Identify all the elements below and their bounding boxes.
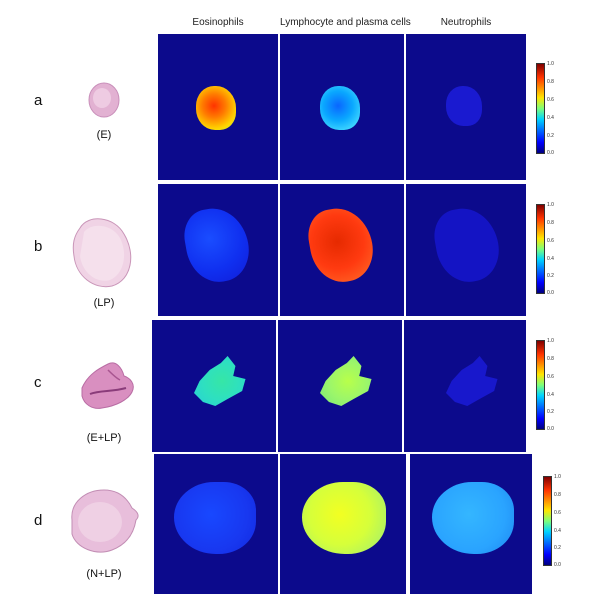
heatmap-b-lymphocyte-plasma	[280, 184, 404, 316]
tissue-blob	[320, 356, 372, 406]
heatmap-b-neutrophils	[406, 184, 526, 316]
tissue-thumbnail-b	[72, 218, 132, 288]
tissue-blob	[446, 356, 498, 406]
heatmap-a-neutrophils	[406, 34, 526, 180]
tissue-blob	[446, 86, 482, 126]
column-header-neutrophils: Neutrophils	[440, 17, 492, 28]
row-condition-a: (E)	[96, 129, 112, 141]
row-letter-c: c	[34, 374, 42, 391]
heatmap-b-eosinophils	[158, 184, 278, 316]
tissue-blob	[430, 203, 504, 287]
colorbar-tick: 0.2	[547, 273, 554, 279]
colorbar-tick: 0.0	[547, 426, 554, 432]
colorbar-tick: 0.6	[547, 97, 554, 103]
colorbar-tick: 1.0	[547, 61, 554, 67]
row-condition-c: (E+LP)	[86, 432, 122, 444]
colorbar-tick: 0.2	[547, 133, 554, 139]
tissue-blob	[196, 86, 236, 130]
colorbar-tick: 0.4	[547, 115, 554, 121]
tissue-thumbnail-a	[88, 82, 120, 118]
row-condition-b: (LP)	[93, 297, 115, 309]
colorbar-tick: 0.6	[554, 510, 561, 516]
tissue-thumbnail-c	[81, 362, 134, 409]
colorbar-c	[536, 340, 545, 430]
colorbar-tick: 0.2	[547, 409, 554, 415]
column-header-lymphocyte-plasma: Lymphocyte and plasma cells	[280, 17, 411, 28]
column-header-eosinophils: Eosinophils	[192, 17, 244, 28]
colorbar-tick: 0.4	[547, 392, 554, 398]
tissue-blob	[174, 482, 256, 554]
row-letter-b: b	[34, 238, 43, 255]
heatmap-c-neutrophils	[404, 320, 526, 452]
colorbar-tick: 1.0	[547, 202, 554, 208]
tissue-blob	[180, 203, 254, 287]
colorbar-a	[536, 63, 545, 154]
colorbar-tick: 0.6	[547, 374, 554, 380]
row-letter-d: d	[34, 512, 43, 529]
colorbar-tick: 0.6	[547, 238, 554, 244]
colorbar-tick: 1.0	[554, 474, 561, 480]
tissue-blob	[302, 482, 386, 554]
tissue-thumbnail-d	[71, 489, 139, 553]
heatmap-a-eosinophils	[158, 34, 278, 180]
colorbar-tick: 0.0	[554, 562, 561, 568]
tissue-blob	[432, 482, 514, 554]
colorbar-tick: 1.0	[547, 338, 554, 344]
colorbar-tick: 0.8	[554, 492, 561, 498]
colorbar-tick: 0.0	[547, 150, 554, 156]
colorbar-tick: 0.4	[554, 528, 561, 534]
colorbar-tick: 0.8	[547, 356, 554, 362]
tissue-blob	[320, 86, 360, 130]
heatmap-c-eosinophils	[152, 320, 276, 452]
heatmap-a-lymphocyte-plasma	[280, 34, 404, 180]
tissue-blob	[194, 356, 246, 406]
heatmap-d-neutrophils	[410, 454, 532, 594]
heatmap-c-lymphocyte-plasma	[278, 320, 402, 452]
colorbar-d	[543, 476, 552, 566]
colorbar-tick: 0.0	[547, 290, 554, 296]
colorbar-tick: 0.8	[547, 79, 554, 85]
colorbar-tick: 0.2	[554, 545, 561, 551]
heatmap-d-eosinophils	[154, 454, 278, 594]
colorbar-tick: 0.8	[547, 220, 554, 226]
colorbar-tick: 0.4	[547, 256, 554, 262]
colorbar-b	[536, 204, 545, 294]
heatmap-d-lymphocyte-plasma	[280, 454, 406, 594]
row-condition-d: (N+LP)	[86, 568, 122, 580]
row-letter-a: a	[34, 92, 43, 109]
tissue-blob	[304, 203, 378, 287]
